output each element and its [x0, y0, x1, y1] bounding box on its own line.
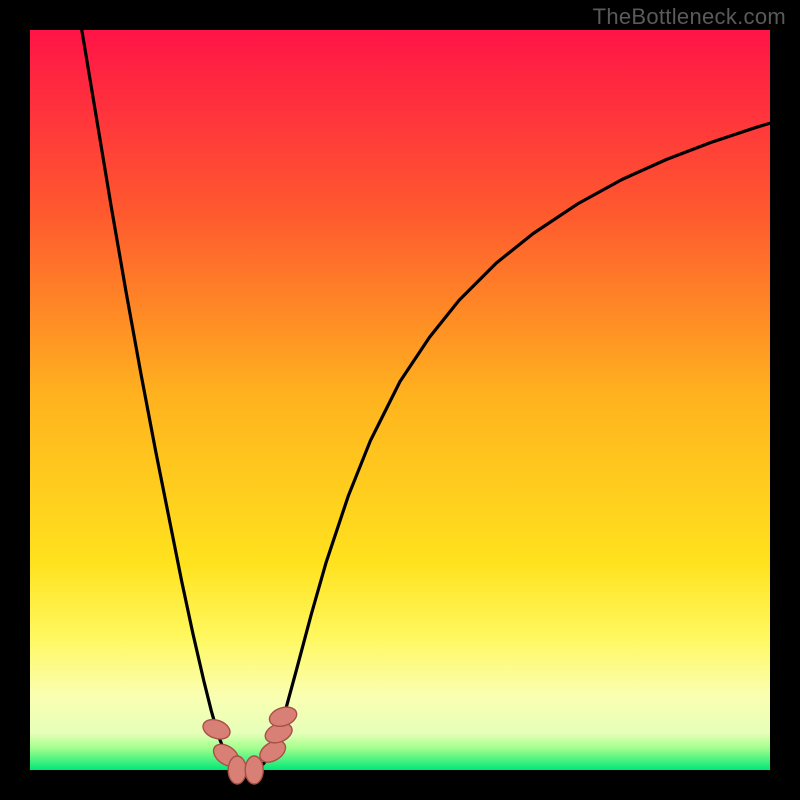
watermark-text: TheBottleneck.com	[593, 4, 786, 30]
curve-marker	[245, 756, 263, 784]
chart-plot-area	[30, 30, 770, 770]
marker-group	[200, 704, 299, 784]
chart-svg-layer	[30, 30, 770, 770]
curve-marker	[228, 756, 246, 784]
curve-marker	[200, 716, 232, 742]
bottleneck-curve	[82, 30, 770, 769]
